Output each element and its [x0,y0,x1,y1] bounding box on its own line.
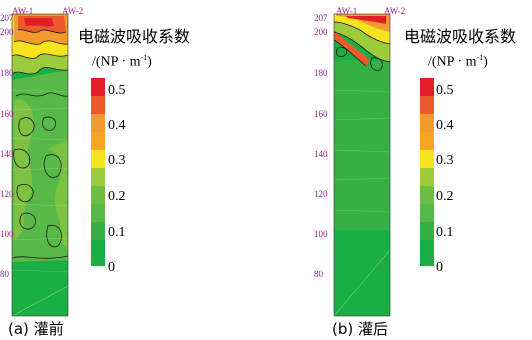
legend-label: 0.3 [108,153,126,168]
legend-swatch [91,78,105,96]
y-tick: 140 [0,149,14,159]
y-tick: 80 [314,269,323,279]
y-tick: 120 [0,189,14,199]
legend-label: 0.1 [436,225,454,240]
legend-label: 0.5 [436,83,454,98]
legend-swatch [420,114,434,132]
elevation-top: 207 [0,13,14,23]
y-tick: 200 [0,27,14,37]
legend-swatch [420,150,434,168]
panel-after-grouting: AW-1 AW-2 207 200 180 160 140 120 100 80… [266,0,532,340]
legend-unit: /(NP · m-1) [428,53,488,70]
legend-title: 电磁波吸收系数 [78,27,191,46]
legend-label: 0.1 [108,225,126,240]
y-tick: 160 [0,109,14,119]
legend-swatch [420,204,434,222]
tomogram-before [11,13,69,317]
elevation-top: 207 [314,13,328,23]
y-tick: 180 [0,68,14,78]
legend-label: 0 [436,260,443,275]
legend-swatch [420,96,434,114]
legend-label: 0.4 [436,118,454,133]
legend-label: 0.3 [436,153,454,168]
borehole-label-left: AW-1 [336,6,358,16]
y-tick: 80 [0,269,9,279]
legend-swatch [420,168,434,186]
tomogram-after [333,13,391,317]
legend-swatch [420,78,434,96]
y-tick: 200 [314,27,328,37]
legend-swatch [91,132,105,150]
legend-swatch [91,150,105,168]
legend-swatch [91,186,105,204]
legend-swatch [420,186,434,204]
legend-label: 0.5 [108,83,126,98]
legend-swatch [91,96,105,114]
caption: (b) 灌后 [332,320,388,338]
panel-before-grouting: AW-1 AW-2 207 200 180 160 140 120 100 80… [0,6,191,338]
borehole-label-left: AW-1 [12,6,34,16]
tomogram-border [11,13,69,317]
legend-swatch [91,240,105,266]
legend-swatch [91,204,105,222]
legend-label: 0.4 [108,118,126,133]
legend-swatch [420,222,434,240]
y-tick: 180 [314,68,328,78]
legend-title: 电磁波吸收系数 [404,27,517,46]
legend-label: 0.2 [436,189,454,204]
borehole-label-right: AW-2 [62,6,84,16]
legend-swatch [91,222,105,240]
legend-label: 0 [108,260,115,275]
y-tick: 100 [0,229,14,239]
legend-swatch [91,168,105,186]
borehole-label-right: AW-2 [384,6,406,16]
y-tick: 120 [314,189,328,199]
y-tick: 140 [314,149,328,159]
tomogram-border [333,13,391,317]
legend-unit: /(NP · m-1) [92,53,152,70]
legend-swatch [91,114,105,132]
legend-swatch [420,132,434,150]
y-tick: 100 [314,229,328,239]
legend-label: 0.2 [108,189,126,204]
legend-swatch [420,240,434,266]
y-tick: 160 [314,109,328,119]
caption: (a) 灌前 [8,320,64,338]
